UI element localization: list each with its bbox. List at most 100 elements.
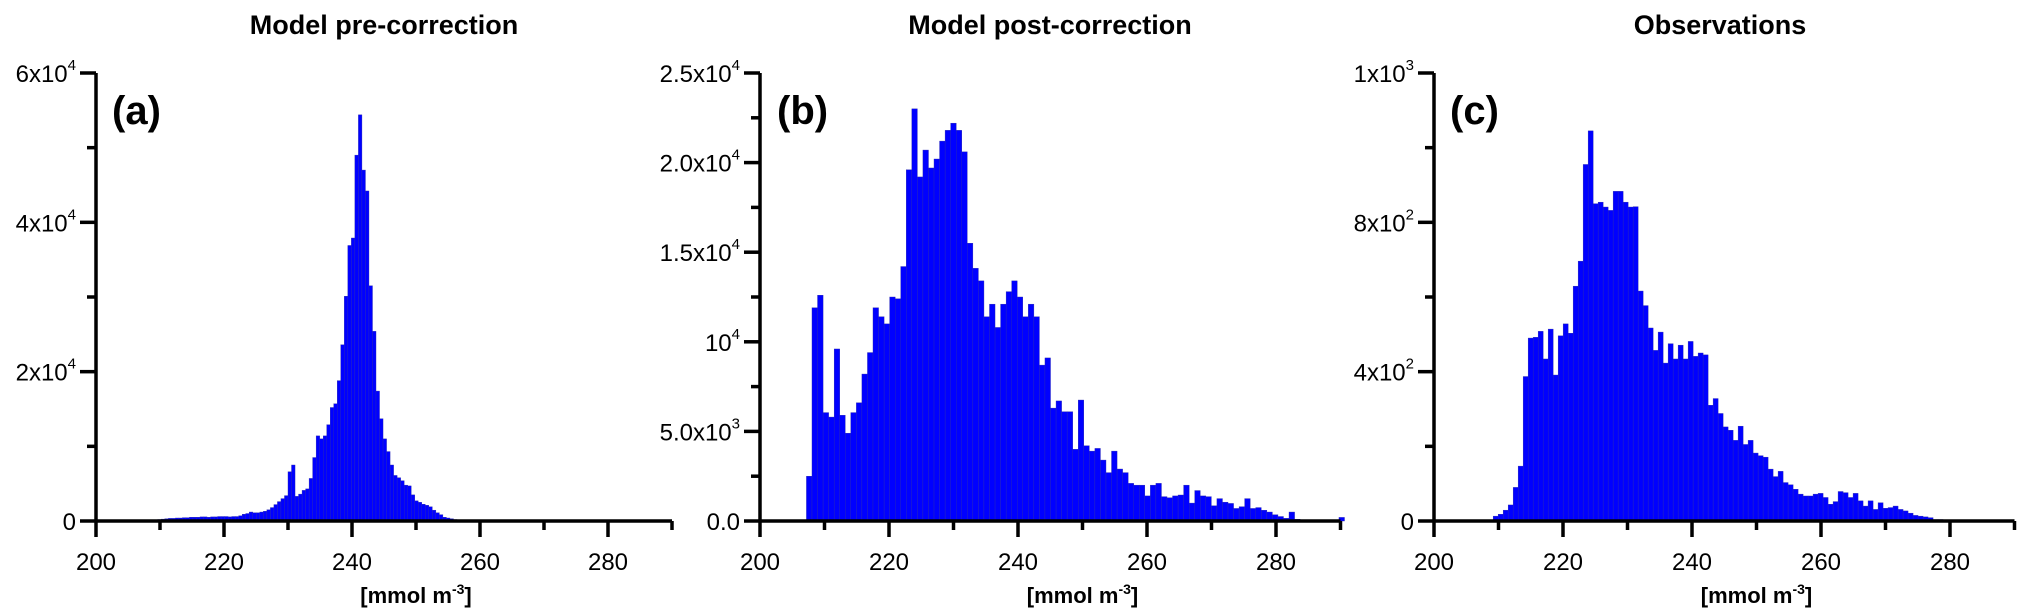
histogram-bar [1572, 285, 1579, 522]
histogram-bar [806, 476, 813, 522]
histogram-bar [1837, 491, 1844, 522]
histogram-bar [1161, 496, 1168, 522]
y-tick-base: 1x10 [1354, 61, 1406, 88]
histogram-bar [1607, 210, 1614, 522]
histogram-bar [1005, 291, 1012, 522]
histogram-bar [1662, 362, 1669, 522]
panel-b-bars [806, 108, 1345, 522]
histogram-bar [1039, 364, 1046, 522]
histogram-bar [872, 307, 879, 522]
y-tick-exponent: 4 [68, 57, 76, 74]
histogram-bar [1817, 493, 1824, 522]
histogram-bar [1542, 358, 1549, 522]
panel-c-label: (c) [1450, 89, 1499, 133]
panel-a-x-axis-label: [mmol m-3] [360, 581, 471, 608]
y-tick-base: 0 [1401, 509, 1414, 536]
histogram-bar [989, 303, 996, 522]
histogram-bar [1522, 376, 1529, 522]
y-tick-exponent: 4 [732, 236, 740, 253]
y-tick-label: 0 [63, 509, 76, 536]
y-tick-base: 8x10 [1354, 210, 1406, 237]
histogram-bar [1233, 508, 1240, 522]
histogram-bar [1882, 508, 1889, 522]
y-tick-label: 2.5x104 [660, 57, 740, 88]
histogram-bar [1150, 484, 1157, 522]
histogram-bar [1827, 504, 1834, 522]
y-tick-exponent: 4 [732, 57, 740, 74]
histogram-bar [1802, 495, 1809, 522]
histogram-bar [894, 298, 901, 522]
histogram-bar [1527, 337, 1534, 522]
histogram-bar [347, 245, 352, 522]
histogram-bar [315, 435, 320, 522]
histogram-bar [1737, 425, 1744, 522]
histogram-bar [358, 114, 363, 522]
histogram-bar [379, 418, 384, 522]
histogram-bar [1707, 405, 1714, 522]
histogram-bar [928, 167, 935, 522]
histogram-bar [1105, 472, 1112, 522]
y-tick-exponent: 4 [732, 326, 740, 343]
histogram-bar [944, 130, 951, 522]
x-tick-label: 200 [1414, 549, 1454, 576]
histogram-bar [1857, 500, 1864, 522]
histogram-bar [1061, 411, 1068, 522]
histogram-bar [1862, 505, 1869, 522]
histogram-bar [330, 407, 334, 522]
histogram-bar [978, 280, 985, 522]
histogram-bar [273, 504, 278, 522]
histogram-bar [1255, 507, 1262, 522]
y-tick-label: 1x103 [1354, 57, 1414, 88]
histogram-bar [922, 149, 929, 522]
y-tick-base: 4x10 [1354, 360, 1406, 387]
histogram-bar [393, 475, 398, 522]
histogram-bar [337, 380, 341, 522]
histogram-bar [822, 412, 829, 522]
y-tick-base: 0 [63, 509, 76, 536]
histogram-bar [1000, 303, 1007, 522]
y-tick-label: 2x104 [16, 356, 76, 387]
y-tick-exponent: 3 [732, 415, 740, 432]
histogram-bar [333, 403, 338, 522]
y-tick-base: 2.0x10 [660, 151, 732, 178]
histogram-bar [340, 344, 345, 522]
y-tick-label: 104 [705, 326, 740, 357]
histogram-bar [386, 451, 391, 522]
histogram-bar [1183, 484, 1190, 522]
y-tick-exponent: 2 [1406, 356, 1414, 373]
histogram-bar [856, 402, 863, 522]
histogram-bar [1200, 495, 1207, 522]
x-tick-label: 280 [1930, 549, 1970, 576]
histogram-bar [1622, 201, 1629, 522]
y-tick-label: 1.5x104 [660, 236, 740, 267]
histogram-bar [811, 307, 818, 522]
histogram-bar [368, 285, 373, 522]
histogram-bar [1682, 358, 1689, 522]
histogram-bar [389, 464, 394, 522]
histogram-bar [972, 268, 979, 522]
histogram-bar [1078, 399, 1084, 522]
histogram-bar [1532, 337, 1539, 522]
histogram-bar [361, 169, 366, 522]
histogram-bar [294, 496, 299, 522]
histogram-bar [1100, 459, 1107, 522]
x-tick-label: 280 [588, 549, 628, 576]
histogram-bar [1687, 341, 1694, 522]
histogram-bar [1507, 504, 1514, 522]
histogram-bar [1772, 476, 1779, 522]
histogram-bar [1732, 440, 1739, 522]
histogram-bar [1867, 500, 1874, 522]
histogram-bar [883, 323, 890, 522]
histogram-bar [403, 484, 408, 522]
histogram-bar [994, 327, 1001, 522]
histogram-bar [1044, 357, 1051, 522]
histogram-bar [1127, 483, 1134, 522]
histogram-bar [889, 296, 896, 522]
histogram-bar [1807, 495, 1814, 522]
histogram-bar [1072, 449, 1079, 522]
y-tick-base: 0.0 [707, 509, 740, 536]
histogram-bar [1587, 130, 1594, 522]
panel-c-title: Observations [1634, 10, 1807, 40]
histogram-bar [1227, 503, 1234, 522]
histogram-bar [354, 154, 359, 522]
